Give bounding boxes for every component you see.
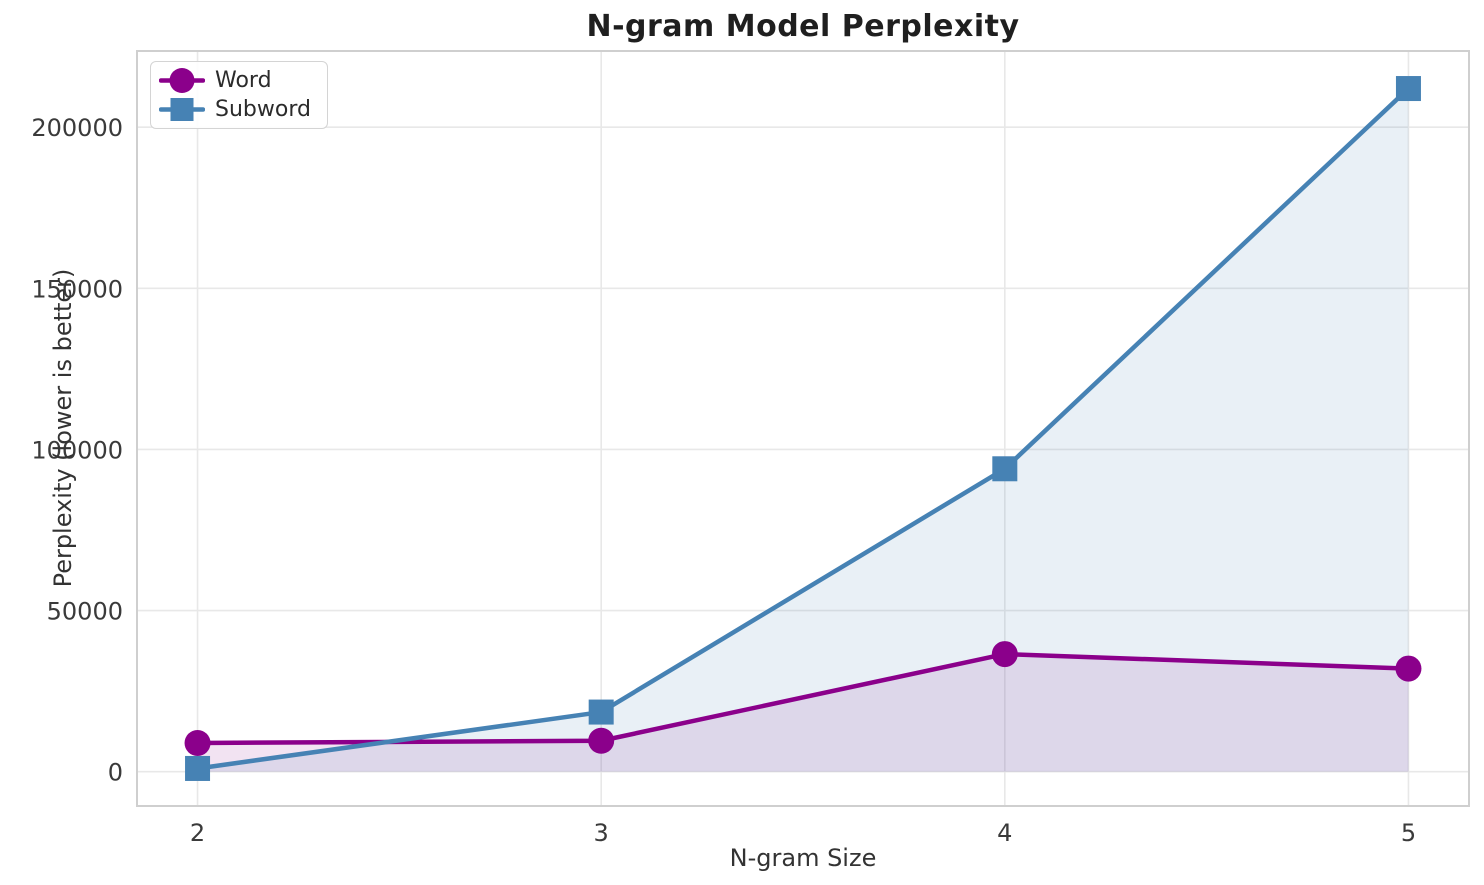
legend-label-word: Word [215, 68, 272, 93]
legend-marker-shape [170, 98, 194, 121]
data-point-word [991, 641, 1018, 668]
x-tick-label: 4 [997, 819, 1012, 847]
y-axis-label: Perplexity (lower is better) [49, 268, 77, 588]
data-point-subword [185, 755, 211, 781]
data-point-word [184, 730, 211, 757]
series-line-subword [195, 86, 1411, 771]
y-tick-label: 200000 [31, 114, 123, 142]
x-tick-label: 3 [594, 819, 609, 847]
data-point-subword [588, 699, 614, 725]
subword-series-marker-icon [159, 98, 205, 121]
legend-label-subword: Subword [215, 97, 311, 122]
legend-marker-shape [169, 68, 195, 93]
data-point-subword [992, 456, 1018, 482]
legend-item-word: Word [159, 67, 311, 94]
chart-title: N-gram Model Perplexity [586, 9, 1020, 44]
y-tick-label: 150000 [31, 275, 123, 303]
x-tick-label: 5 [1401, 819, 1416, 847]
y-tick-label: 0 [108, 759, 123, 787]
data-point-word [588, 727, 615, 754]
area-fill-subword [197, 88, 1409, 772]
legend: Word Subword [150, 61, 328, 129]
y-tick-label: 100000 [31, 436, 123, 464]
legend-item-subword: Subword [159, 96, 311, 123]
x-tick-label: 2 [190, 819, 205, 847]
x-axis-label: N-gram Size [729, 844, 877, 872]
data-point-word [1395, 655, 1422, 682]
plot-border [136, 50, 1470, 807]
data-point-subword [1395, 76, 1421, 102]
y-tick-label: 50000 [47, 598, 123, 626]
word-series-marker-icon [159, 68, 205, 93]
